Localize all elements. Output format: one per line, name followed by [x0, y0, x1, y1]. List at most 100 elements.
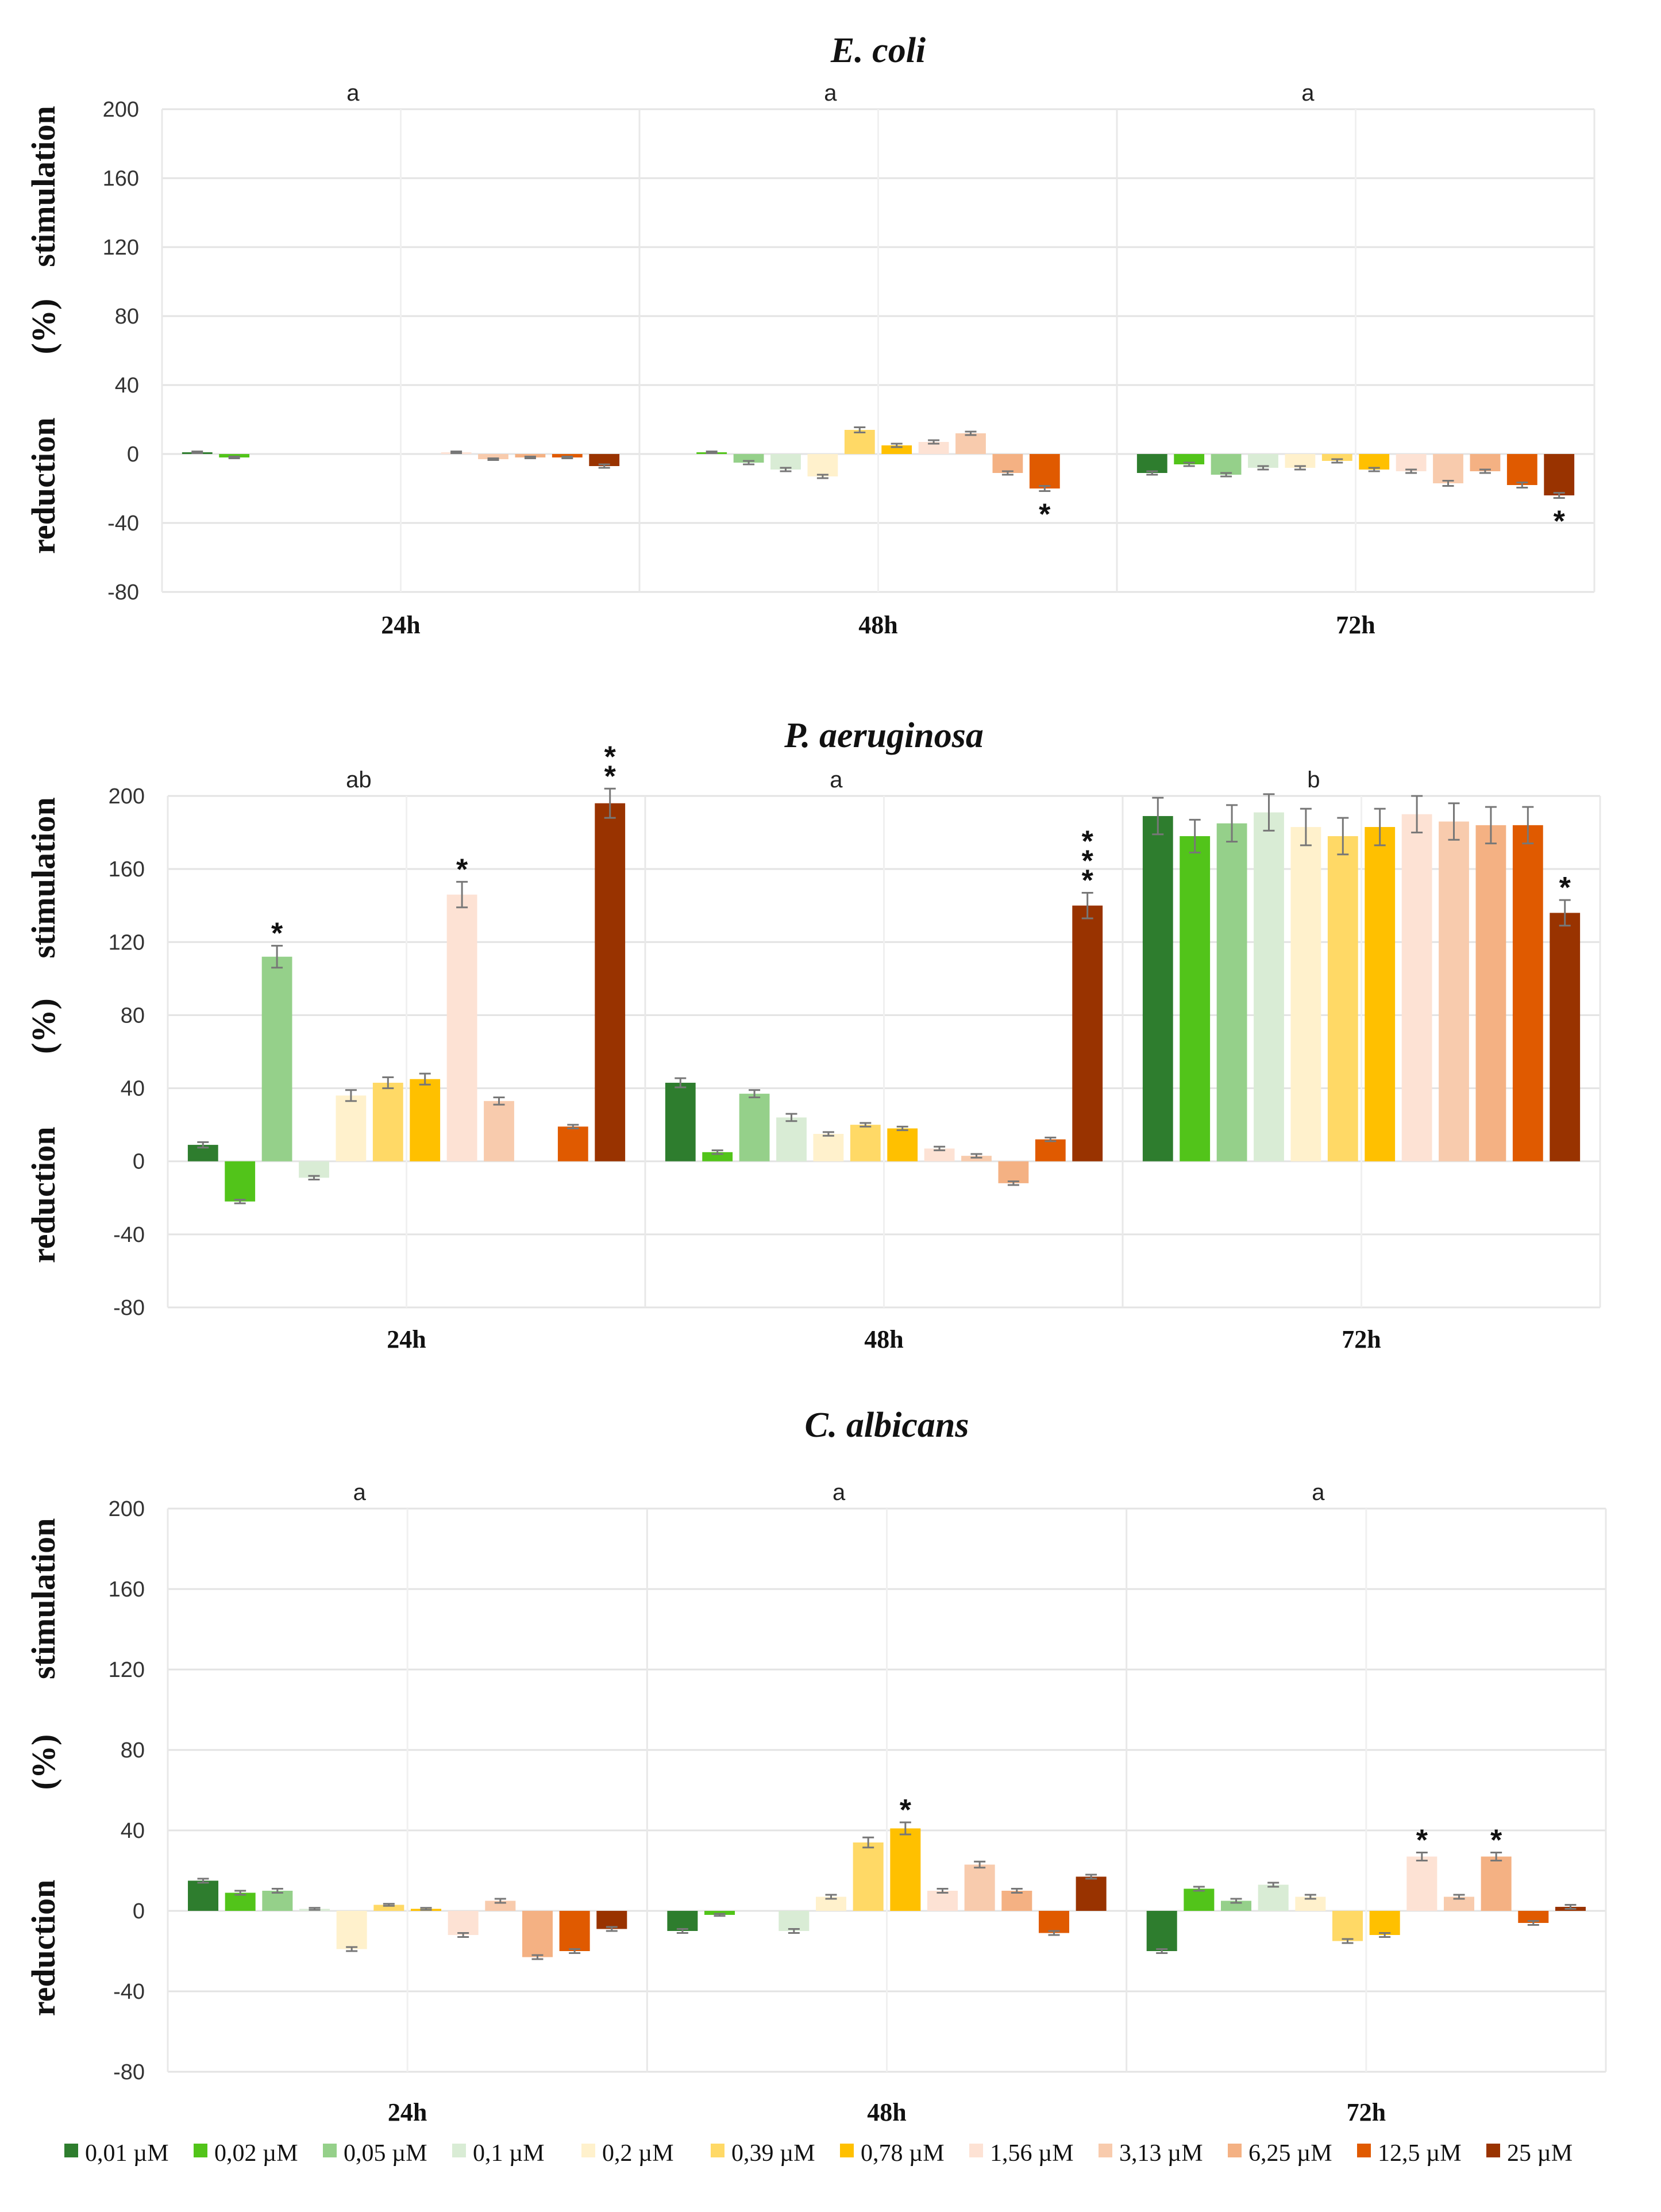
significance-star: *	[1082, 864, 1094, 897]
bar-72h-6-25-m	[1475, 825, 1506, 1161]
bar-24h-3-13-m	[484, 1101, 514, 1161]
bar-48h-1-56-m	[927, 1891, 958, 1911]
bar-24h-0-39-m	[373, 1905, 404, 1911]
legend-swatch	[1357, 2144, 1371, 2157]
y-tick-label: -40	[107, 511, 139, 536]
legend-swatch	[840, 2144, 854, 2157]
y-tick-label: 200	[103, 98, 139, 122]
y-tick-label: 80	[121, 1003, 145, 1028]
legend-swatch	[1228, 2144, 1242, 2157]
x-tick-label-48h: 48h	[864, 1325, 903, 1353]
x-tick-label-72h: 72h	[1342, 1325, 1381, 1353]
y-axis-label-stimulation: stimulation	[25, 797, 62, 958]
bar-72h-6-25-m	[1470, 454, 1501, 471]
legend-label: 0,78 µM	[861, 2140, 945, 2167]
y-axis-label-stimulation: stimulation	[25, 106, 62, 267]
bar-24h-25-m	[595, 803, 626, 1161]
bar-72h-0-01-m	[1136, 454, 1167, 473]
group-letter: a	[346, 80, 360, 106]
bar-24h-0-1-m	[299, 1161, 329, 1178]
significance-star: *	[1416, 1824, 1428, 1857]
bar-72h-0-02-m	[1180, 836, 1211, 1161]
bar-48h-0-05-m	[733, 454, 764, 463]
bar-24h-0-02-m	[225, 1892, 256, 1911]
legend-swatch	[969, 2144, 983, 2157]
bar-48h-6-25-m	[1001, 1891, 1032, 1911]
y-tick-label: 120	[109, 1658, 145, 1682]
bar-48h-0-05-m	[739, 1094, 770, 1161]
bar-72h-6-25-m	[1481, 1856, 1512, 1911]
legend-label: 12,5 µM	[1378, 2140, 1462, 2167]
bar-24h-3-13-m	[478, 454, 508, 459]
bar-48h-25-m	[1072, 905, 1103, 1161]
significance-star: *	[604, 760, 616, 793]
x-tick-label-24h: 24h	[387, 1325, 426, 1353]
y-tick-label: 40	[115, 374, 139, 398]
y-axis-label-percent: (%)	[25, 1734, 62, 1790]
x-tick-label-72h: 72h	[1347, 2098, 1386, 2126]
significance-star: *	[1554, 505, 1566, 538]
chart-panels: E. coli 200 160 120 80 40 0 -40 -80 stimulation (%…	[25, 31, 1607, 2126]
legend-item-0-78-m: 0,78 µM	[840, 2140, 945, 2167]
y-tick-label: 120	[109, 930, 145, 955]
legend-item-1-56-m: 1,56 µM	[969, 2140, 1074, 2167]
bar-24h-1-56-m	[446, 894, 477, 1161]
legend-swatch	[452, 2144, 466, 2157]
bar-48h-6-25-m	[998, 1161, 1029, 1183]
y-tick-label: 160	[109, 857, 145, 882]
bar-48h-0-01-m	[665, 1083, 696, 1161]
significance-star: *	[271, 917, 283, 951]
y-tick-label: 200	[109, 1497, 145, 1521]
bar-48h-0-2-m	[813, 1134, 844, 1161]
bar-24h-0-05-m	[261, 956, 292, 1161]
legend-item-25-m: 25 µM	[1486, 2140, 1573, 2167]
y-axis-label-percent: (%)	[25, 299, 62, 355]
y-tick-label: 40	[121, 1819, 145, 1843]
y-axis-label-reduction: reduction	[25, 418, 62, 554]
bar-48h-1-56-m	[924, 1148, 955, 1161]
bar-72h-0-02-m	[1174, 454, 1205, 464]
bar-24h-1-56-m	[448, 1911, 479, 1935]
legend-item-0-1-m: 0,1 µM	[452, 2140, 545, 2167]
y-tick-label: 160	[103, 167, 139, 191]
y-tick-label: 200	[109, 784, 145, 809]
x-tick-label-72h: 72h	[1336, 611, 1375, 639]
bar-48h-0-1-m	[776, 1117, 807, 1161]
bar-24h-0-39-m	[372, 1083, 403, 1161]
group-letter: a	[1301, 80, 1315, 106]
significance-star: *	[900, 1794, 912, 1827]
significance-star: *	[456, 853, 468, 886]
bar-48h-0-78-m	[881, 445, 912, 454]
y-tick-label: 0	[133, 1899, 145, 1924]
group-letter: a	[833, 1480, 846, 1505]
bar-72h-0-39-m	[1321, 454, 1352, 461]
group-letter: a	[1312, 1480, 1325, 1505]
bar-72h-25-m	[1550, 913, 1581, 1161]
legend-label: 0,05 µM	[344, 2140, 427, 2167]
bar-72h-3-13-m	[1433, 454, 1463, 483]
group-letter: b	[1307, 767, 1320, 793]
legend: 0,01 µM 0,02 µM 0,05 µM 0,1 µM 0,2 µM 0,39 µM…	[64, 2140, 1573, 2167]
chart-title: P. aeruginosa	[784, 716, 984, 755]
bar-48h-3-13-m	[964, 1864, 995, 1911]
legend-label: 0,2 µM	[602, 2140, 674, 2167]
bar-48h-0-78-m	[890, 1828, 921, 1911]
bar-72h-1-56-m	[1401, 814, 1432, 1161]
bar-24h-25-m	[596, 1911, 627, 1929]
bar-24h-0-2-m	[336, 1095, 367, 1161]
legend-item-12-5-m: 12,5 µM	[1357, 2140, 1462, 2167]
legend-swatch	[323, 2144, 337, 2157]
bar-72h-0-05-m	[1216, 823, 1247, 1161]
bar-24h-0-2-m	[336, 1911, 367, 1949]
legend-item-0-39-m: 0,39 µM	[711, 2140, 815, 2167]
y-axis-label-percent: (%)	[25, 998, 62, 1054]
bar-24h-0-05-m	[262, 1891, 293, 1911]
significance-star: *	[604, 740, 616, 774]
y-tick-label: 80	[121, 1738, 145, 1763]
legend-swatch	[581, 2144, 595, 2157]
bar-72h-12-5-m	[1506, 454, 1537, 485]
bar-48h-0-1-m	[779, 1911, 810, 1931]
chart-title: C. albicans	[805, 1406, 969, 1445]
legend-swatch	[1099, 2144, 1112, 2157]
